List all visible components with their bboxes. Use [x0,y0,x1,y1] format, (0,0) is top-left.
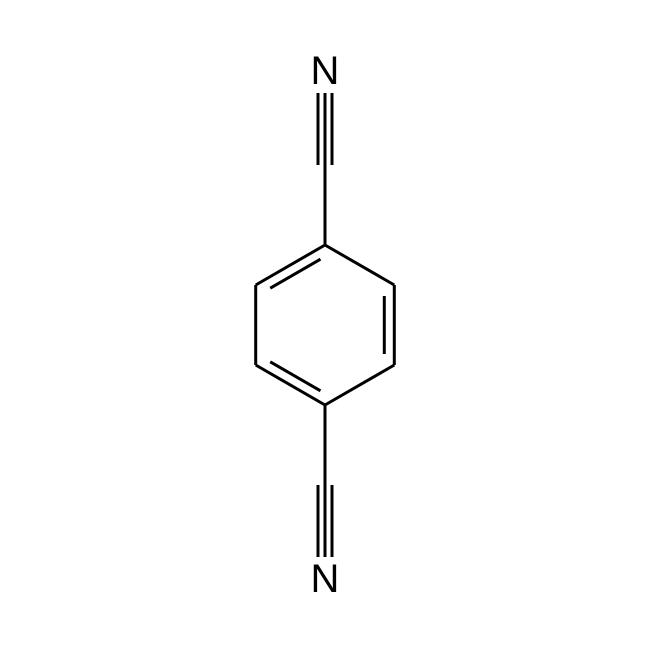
atom-label-N: N [311,49,340,93]
atom-label-N: N [311,557,340,601]
molecule-diagram: NN [0,0,650,650]
